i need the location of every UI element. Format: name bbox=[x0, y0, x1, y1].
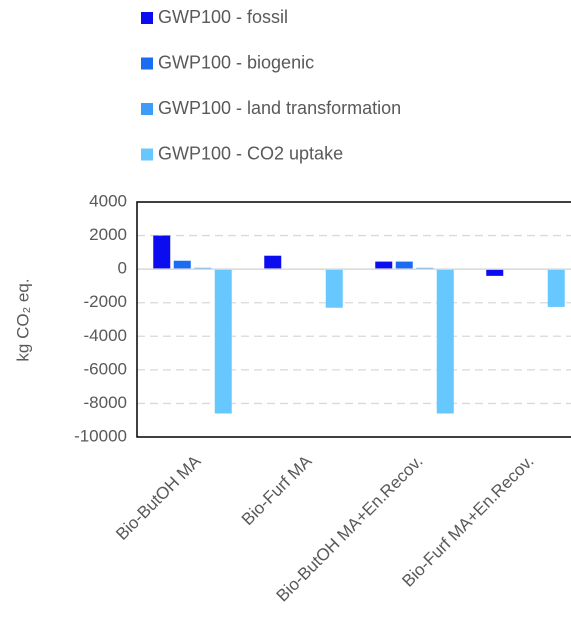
legend-label: GWP100 - CO2 uptake bbox=[158, 143, 343, 163]
y-tick-label: -2000 bbox=[84, 292, 127, 311]
y-tick-label: 0 bbox=[118, 259, 127, 278]
y-tick-label: -6000 bbox=[84, 359, 127, 378]
x-tick-label: Bio-ButOH MA bbox=[112, 451, 205, 544]
bar bbox=[214, 269, 232, 414]
bar bbox=[547, 269, 565, 307]
bar bbox=[153, 235, 171, 270]
y-tick-label: -10000 bbox=[74, 426, 127, 445]
y-tick-label: 4000 bbox=[89, 191, 127, 210]
y-axis-label: kg CO₂ eq. bbox=[13, 278, 32, 361]
plot-frame bbox=[136, 201, 571, 438]
legend-swatch bbox=[141, 148, 153, 161]
bar bbox=[486, 269, 504, 276]
bar bbox=[395, 261, 413, 270]
legend-swatch bbox=[141, 103, 153, 115]
legend-label: GWP100 - fossil bbox=[158, 7, 288, 27]
bar bbox=[173, 260, 191, 270]
bar bbox=[325, 269, 343, 308]
bar bbox=[375, 261, 393, 270]
bar bbox=[264, 255, 282, 270]
legend-swatch bbox=[141, 57, 153, 70]
bar bbox=[436, 269, 454, 414]
legend-label: GWP100 - biogenic bbox=[158, 52, 314, 72]
y-tick-label: -4000 bbox=[84, 326, 127, 345]
x-tick-label: Bio-Furf MA+En.Recov. bbox=[398, 452, 537, 591]
legend-swatch bbox=[141, 12, 153, 24]
legend-label: GWP100 - land transformation bbox=[158, 98, 401, 118]
y-tick-label: 2000 bbox=[89, 225, 127, 244]
y-tick-label: -8000 bbox=[84, 393, 127, 412]
x-tick-label: Bio-Furf MA bbox=[238, 451, 316, 529]
